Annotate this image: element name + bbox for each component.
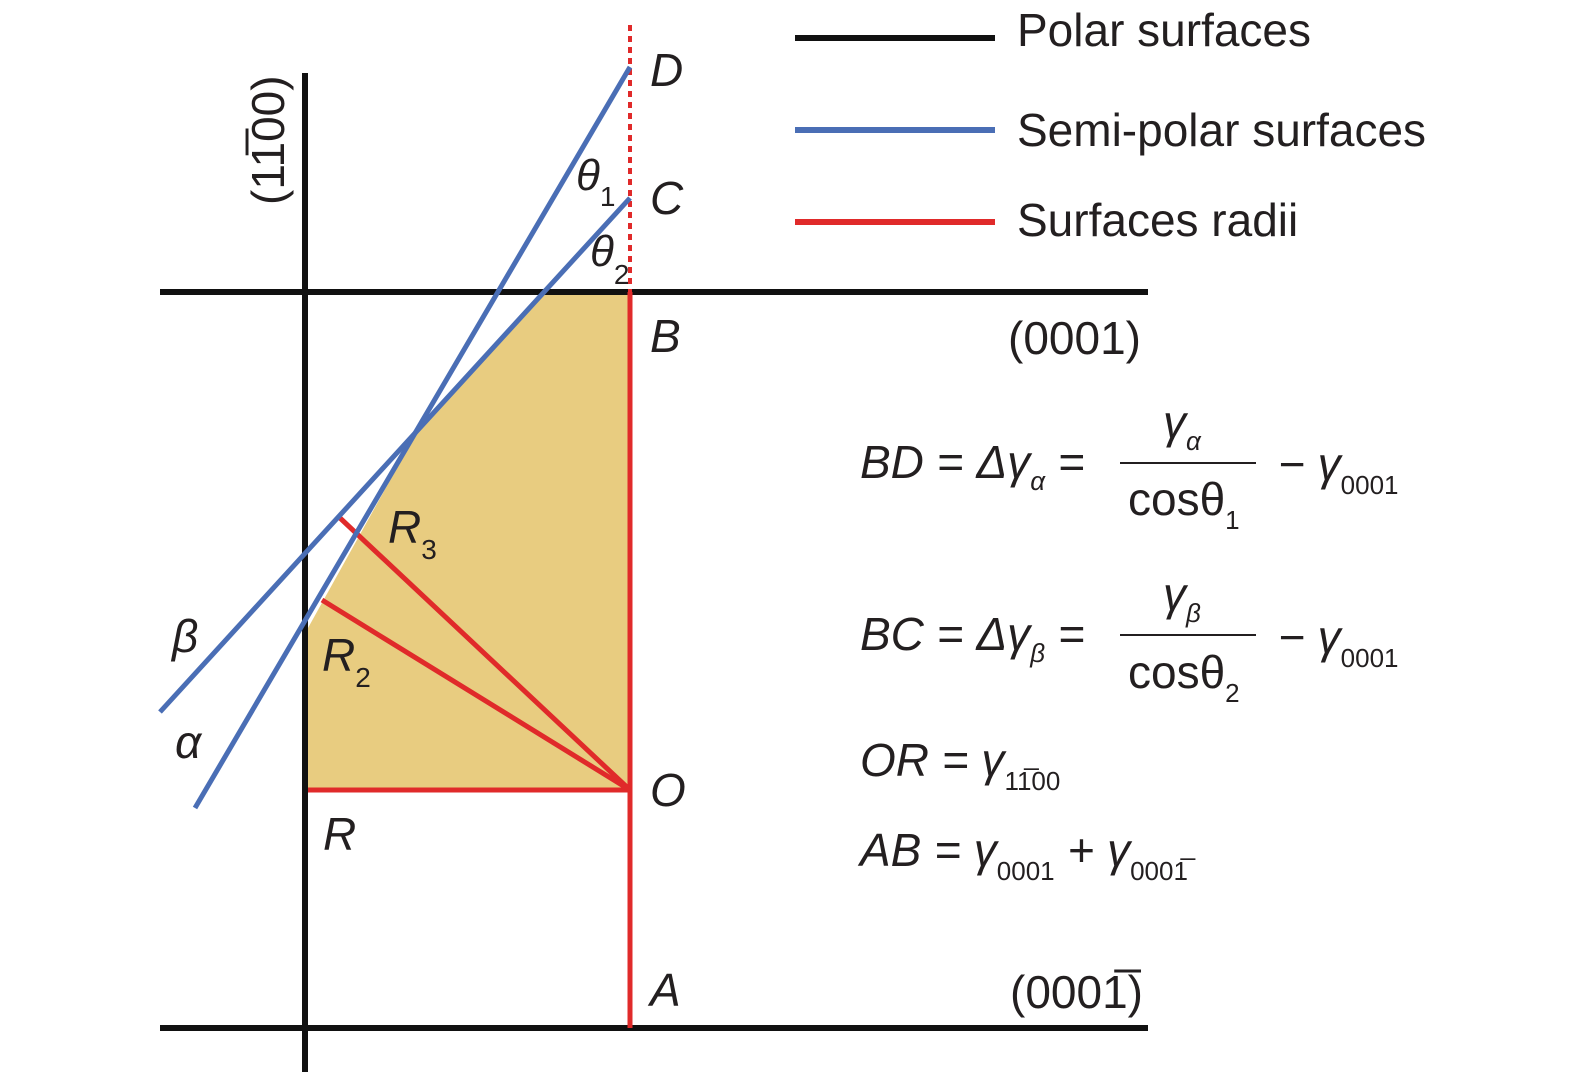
facet-label-alpha: α [175, 716, 203, 768]
equation-bd-eq: = [1045, 436, 1085, 488]
equation-ab-plus: + γ [1055, 824, 1133, 876]
equation-bc-num-main: γ [1163, 568, 1189, 620]
radius-label-R3-main: R [388, 501, 421, 553]
point-label-C: C [650, 172, 684, 224]
radius-R2 [320, 597, 632, 793]
angle-label-theta2-main: θ [590, 227, 614, 276]
point-label-A: A [647, 964, 681, 1016]
equation-bd-denominator: cosθ1 [1128, 473, 1240, 535]
equation-bc-eq: = [1045, 608, 1085, 660]
equation-ab-main: AB = γ [857, 824, 1000, 876]
radius-label-R3-sub: 3 [421, 534, 437, 565]
point-label-B: B [650, 310, 681, 362]
equation-or: OR = γ11̅00 [860, 734, 1060, 796]
equation-bd: BD = Δγα = γα cosθ1 − γ0001 [860, 396, 1399, 535]
equation-bc-den-main: cosθ [1128, 646, 1225, 698]
equation-or-main: OR = γ [860, 734, 1007, 786]
equation-bd-num-main: γ [1163, 396, 1189, 448]
equation-ab-sub2: 0001̅ [1130, 856, 1196, 886]
angle-label-theta1: θ1 [576, 151, 615, 212]
plane-label-000-1: (0001̅) [1010, 966, 1143, 1018]
angle-label-theta1-main: θ [576, 151, 600, 200]
equation-bc: BC = Δγβ = γβ cosθ2 − γ0001 [860, 568, 1399, 708]
equation-bc-num-sub: β [1185, 598, 1201, 628]
equation-bc-den-sub: 2 [1225, 678, 1239, 708]
equation-bd-minus-sub: 0001 [1341, 470, 1399, 500]
equation-bd-numerator: γα [1163, 396, 1202, 456]
semipolar-beta-line [158, 196, 632, 714]
point-label-R: R [323, 808, 356, 860]
radius-label-R2-main: R [322, 629, 355, 681]
equation-bc-lhs-main: BC = Δγ [860, 608, 1033, 660]
radius-R3 [338, 516, 632, 792]
radius-label-R3: R3 [388, 501, 437, 565]
angle-label-theta2-sub: 2 [614, 259, 630, 290]
equation-bc-minus-sub: 0001 [1341, 643, 1399, 673]
plane-label-1-100: (11̅00) [242, 75, 294, 205]
equation-bc-denominator: cosθ2 [1128, 646, 1240, 708]
equation-bc-minus-main: − γ [1278, 611, 1344, 663]
equation-bd-lhs-sub: α [1030, 466, 1046, 496]
equation-bd-lhs: BD = Δγα = [860, 436, 1085, 496]
equation-or-sub: 11̅00 [1004, 766, 1060, 796]
equation-bc-minus: − γ0001 [1278, 611, 1399, 673]
equation-bd-lhs-main: BD = Δγ [860, 436, 1033, 488]
legend-label-polar: Polar surfaces [1017, 4, 1311, 56]
point-label-D: D [650, 44, 683, 96]
radius-label-R2: R2 [322, 629, 371, 693]
equation-bd-den-main: cosθ [1128, 473, 1225, 525]
plane-label-0001: (0001) [1008, 312, 1141, 364]
equation-bc-lhs-sub: β [1029, 638, 1045, 668]
angle-label-theta1-sub: 1 [600, 181, 616, 212]
radius-label-R2-sub: 2 [355, 662, 371, 693]
shaded-region [308, 293, 628, 790]
equation-bd-den-sub: 1 [1225, 505, 1239, 535]
equation-ab: AB = γ0001 + γ0001̅ [857, 824, 1196, 886]
facet-label-beta: β [170, 610, 198, 662]
equation-bc-numerator: γβ [1163, 568, 1201, 628]
equation-bc-lhs: BC = Δγβ = [860, 608, 1085, 668]
equation-bd-minus-main: − γ [1278, 438, 1344, 490]
legend-label-semipolar: Semi-polar surfaces [1017, 104, 1426, 156]
legend-label-radii: Surfaces radii [1017, 194, 1298, 246]
equation-ab-sub1: 0001 [997, 856, 1055, 886]
equation-bd-minus: − γ0001 [1278, 438, 1399, 500]
angle-label-theta2: θ2 [590, 227, 629, 290]
point-label-O: O [650, 764, 686, 816]
equation-bd-num-sub: α [1186, 426, 1202, 456]
